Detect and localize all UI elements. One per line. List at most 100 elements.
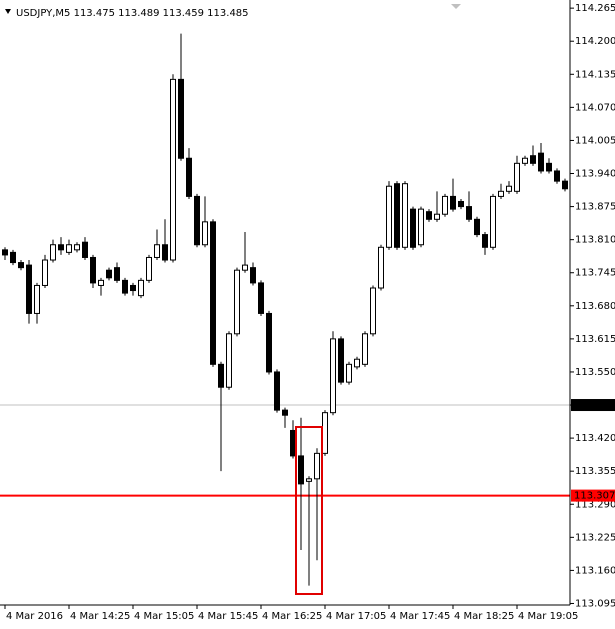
y-tick-label: 113.160	[575, 565, 615, 576]
candle-body	[218, 363, 224, 388]
candle-body	[434, 213, 440, 220]
candle-body	[402, 183, 408, 248]
candle-body	[298, 455, 304, 485]
candle-body	[274, 371, 280, 411]
candle-body	[194, 195, 200, 246]
candle-body	[186, 157, 192, 197]
y-tick-label: 113.420	[575, 433, 615, 444]
x-tick-label: 4 Mar 14:25	[70, 611, 130, 622]
price-box	[571, 489, 615, 502]
x-tick-label: 4 Mar 2016	[6, 611, 63, 622]
candle-body	[90, 256, 96, 284]
candle-body	[538, 152, 544, 172]
candle-body	[562, 180, 568, 190]
candle-body	[202, 221, 208, 246]
y-tick-label: 114.200	[575, 36, 615, 47]
candle-body	[322, 412, 328, 454]
candle-body	[426, 211, 432, 220]
candle-body	[378, 246, 384, 289]
candle-body	[266, 312, 272, 373]
highlight-box	[295, 426, 323, 595]
candle-body	[42, 259, 48, 286]
candle-body	[130, 284, 136, 292]
y-tick-label: 113.940	[575, 169, 615, 180]
y-tick-label: 113.095	[575, 598, 615, 609]
y-tick-label: 113.550	[575, 367, 615, 378]
candle-body	[2, 249, 8, 256]
candle-body	[74, 244, 80, 251]
candle-body	[170, 78, 176, 261]
candle-body	[362, 333, 368, 365]
candle-body	[250, 267, 256, 284]
candle-body	[418, 208, 424, 246]
candle-body	[394, 183, 400, 248]
candle-body	[474, 218, 480, 236]
candle-body	[466, 206, 472, 220]
candle-body	[410, 208, 416, 248]
x-tick-label: 4 Mar 16:25	[262, 611, 322, 622]
axes: 114.265 114.200 114.135 114.070 114.005 113.9…	[0, 3, 615, 622]
x-tick-label: 4 Mar 17:05	[326, 611, 386, 622]
menu-icon	[5, 9, 11, 14]
x-tick-label: 4 Mar 15:45	[198, 611, 258, 622]
candle-body	[506, 185, 512, 192]
y-tick-label: 113.225	[575, 532, 615, 543]
y-tick-label: 113.810	[575, 235, 615, 246]
candle-body	[354, 358, 360, 368]
y-tick-label: 113.875	[575, 202, 615, 213]
candle-body	[146, 256, 152, 281]
candle-body	[338, 338, 344, 383]
y-tick-label: 113.355	[575, 466, 615, 477]
candle-body	[58, 244, 64, 251]
candle-body	[226, 333, 232, 388]
candle-body	[554, 170, 560, 182]
candle-body	[98, 279, 104, 286]
candles	[2, 33, 568, 586]
candle-body	[346, 363, 352, 383]
candle-body	[154, 244, 160, 258]
candle-body	[114, 267, 120, 281]
candle-body	[450, 195, 456, 210]
x-tick-label: 4 Mar 17:45	[390, 611, 450, 622]
chart-title: USDJPY,M5 113.475 113.489 113.459 113.48…	[16, 8, 249, 19]
candle-body	[522, 157, 528, 164]
candle-body	[50, 244, 56, 261]
candle-body	[546, 162, 552, 172]
candle-body	[306, 478, 312, 482]
y-tick-label: 114.265	[575, 3, 615, 14]
y-tick-label: 113.615	[575, 334, 615, 345]
candle-body	[370, 287, 376, 335]
candle-body	[442, 195, 448, 215]
candle-body	[482, 234, 488, 248]
candle-body	[138, 279, 144, 297]
candle-body	[210, 221, 216, 365]
y-tick-label: 113.680	[575, 301, 615, 312]
y-tick-label: 113.290	[575, 499, 615, 510]
y-tick-label: 114.070	[575, 102, 615, 113]
price-label: 113.307	[574, 491, 615, 502]
candle-body	[490, 195, 496, 248]
candle-body	[234, 269, 240, 335]
candle-body	[386, 185, 392, 248]
candle-body	[178, 78, 184, 159]
x-tick-label: 4 Mar 19:05	[518, 611, 578, 622]
candle-body	[162, 244, 168, 261]
candle-body	[514, 162, 520, 192]
candle-body	[242, 264, 248, 271]
candle-body	[282, 409, 288, 416]
candle-body	[34, 284, 40, 314]
candle-body	[10, 251, 16, 264]
candle-body	[66, 244, 72, 253]
candle-body	[122, 279, 128, 294]
price-label: 113.485	[574, 400, 615, 411]
shift-marker	[451, 4, 461, 9]
x-tick-label: 4 Mar 15:05	[134, 611, 194, 622]
price-box	[571, 399, 615, 412]
candle-body	[258, 282, 264, 314]
candle-body	[458, 200, 464, 208]
y-tick-label: 113.745	[575, 268, 615, 279]
y-tick-label: 114.005	[575, 135, 615, 146]
price-labels: 113.485 113.307	[571, 399, 615, 502]
